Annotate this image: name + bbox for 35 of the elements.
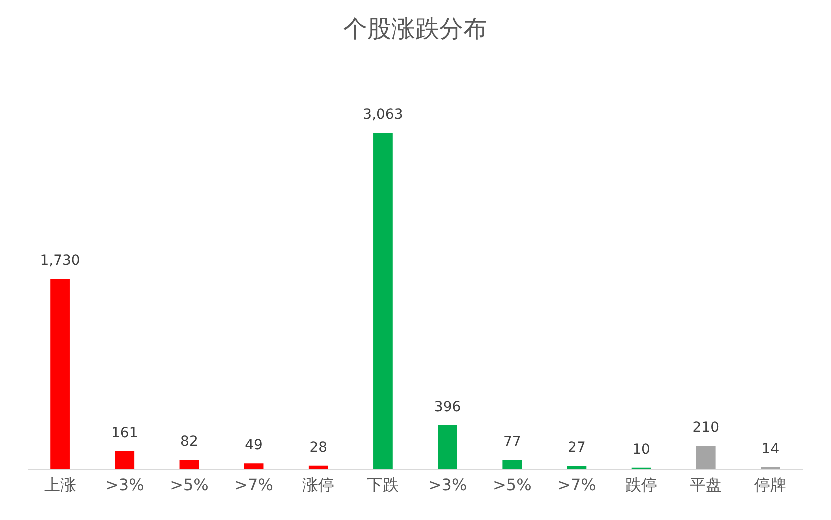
data-label: 210 — [692, 420, 720, 436]
data-label: 49 — [245, 438, 263, 454]
x-tick-label: 上涨 — [44, 476, 76, 494]
bar — [50, 279, 70, 469]
bar — [438, 426, 458, 469]
data-label: 161 — [112, 425, 138, 442]
x-tick-label: 下跌 — [367, 476, 400, 494]
x-tick-label: >3% — [428, 476, 468, 494]
x-tick-label: 停牌 — [754, 476, 787, 494]
bar — [115, 451, 135, 469]
data-label: 1,730 — [40, 253, 80, 270]
x-tick-label: 平盘 — [690, 476, 722, 494]
data-label: 82 — [180, 434, 198, 450]
data-label: 3,063 — [363, 107, 404, 123]
x-tick-label: >7% — [558, 476, 596, 494]
data-label: 28 — [310, 440, 328, 456]
data-label: 10 — [632, 442, 650, 458]
x-tick-label: 涨停 — [302, 476, 335, 494]
data-label: 27 — [568, 440, 586, 456]
bar — [180, 460, 200, 469]
bar — [696, 446, 716, 469]
x-tick-label: >3% — [105, 476, 144, 494]
x-tick-label: 跌停 — [626, 476, 658, 494]
bar — [567, 466, 587, 469]
x-tick-label: >5% — [492, 476, 532, 494]
bar — [374, 133, 393, 469]
bar — [244, 464, 264, 469]
bar — [308, 466, 328, 469]
data-label: 396 — [434, 400, 462, 416]
bar — [502, 460, 522, 469]
x-tick-label: >7% — [234, 476, 274, 494]
data-label: 14 — [762, 441, 780, 458]
chart-title: 个股涨跌分布 — [344, 15, 488, 43]
x-tick-label: >5% — [170, 476, 209, 494]
data-label: 77 — [503, 434, 522, 451]
